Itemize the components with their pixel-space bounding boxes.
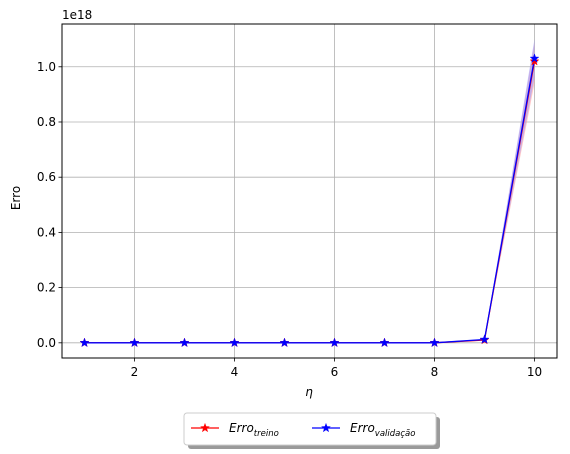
x-tick-label: 6 — [331, 365, 339, 379]
legend-box — [183, 412, 437, 446]
x-tick-label: 10 — [527, 365, 542, 379]
y-tick-label: 1.0 — [37, 60, 56, 74]
plot-frame — [61, 23, 558, 359]
data-point-validação — [529, 53, 540, 63]
x-tick-label: 2 — [131, 365, 139, 379]
data-point-validação — [179, 337, 190, 348]
data-point-validação — [329, 337, 340, 348]
x-axis-label: η — [305, 385, 313, 399]
y-axis-label: Erro — [9, 186, 23, 210]
legend-items: Errotreino Errovalidação — [191, 421, 415, 439]
data-point-validação — [279, 337, 290, 348]
data-point-treino — [529, 56, 540, 66]
x-axis-ticks: 2 4 6 8 10 — [131, 358, 542, 379]
series-lines — [84, 58, 536, 344]
y-tick-label: 0.6 — [37, 170, 56, 184]
data-point-validação — [429, 337, 440, 348]
x-tick-label: 4 — [231, 365, 239, 379]
y-tick-label: 0.8 — [37, 115, 56, 129]
legend-marker-validação — [321, 422, 331, 433]
series-line-validação — [84, 58, 536, 344]
data-point-validação — [379, 337, 390, 348]
legend-label-validação: Errovalidação — [350, 421, 415, 439]
y-tick-label: 0.2 — [37, 281, 56, 295]
data-point-validação — [79, 337, 90, 348]
y-axis-multiplier: 1e18 — [62, 8, 92, 22]
y-axis-ticks: 0.0 0.2 0.4 0.6 0.8 1.0 — [37, 60, 62, 350]
data-point-validação — [229, 337, 240, 348]
legend-label-treino: Errotreino — [229, 421, 279, 439]
data-point-validação — [479, 334, 490, 344]
y-tick-label: 0.0 — [37, 336, 56, 350]
y-tick-label: 0.4 — [37, 225, 56, 239]
data-point-validação — [129, 337, 140, 348]
legend: Errotreino Errovalidação — [183, 412, 440, 449]
legend-marker-treino — [200, 422, 210, 433]
x-tick-label: 8 — [431, 365, 439, 379]
series-markers — [79, 53, 540, 348]
